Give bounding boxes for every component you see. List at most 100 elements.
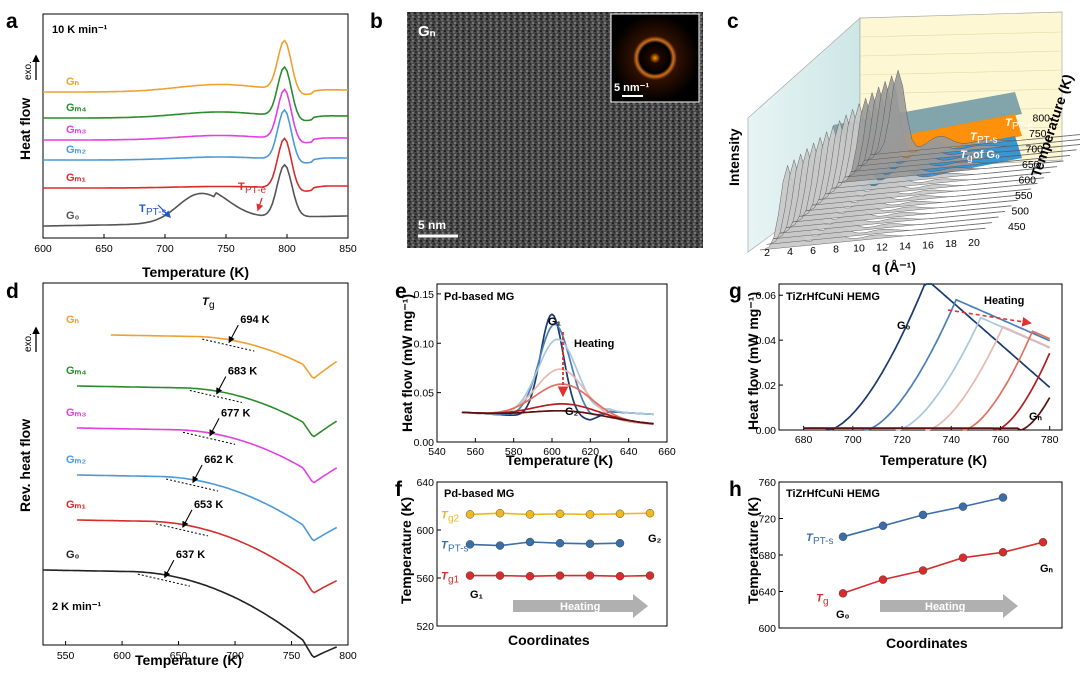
panel-g-start-label: G₀ (897, 320, 911, 332)
panel-label-a: a (6, 10, 18, 33)
panel-e-xtick-label: 540 (428, 446, 446, 458)
panel-h-ytick-label: 720 (758, 514, 776, 526)
panel-g-xtick-label: 700 (844, 434, 862, 446)
panel-c-tg-label: T g of G₀ (960, 149, 1000, 164)
panel-h-series-name-0: T (806, 532, 814, 544)
panel-d-tg-value-2: 677 K (221, 407, 250, 419)
panel-c-ztick-label: 500 (1012, 206, 1030, 218)
panel-f-ylabel: Temperature (K) (398, 497, 414, 604)
panel-a: a 10 K min⁻¹ exo. Heat flow Temperature … (6, 10, 357, 280)
panel-a-tpte-annotation: T PT-e (238, 181, 267, 212)
panel-e-xtick-label: 620 (582, 446, 600, 458)
panel-d-curve-1 (76, 385, 338, 438)
panel-h-title: TiZrHfCuNi HEMG (786, 488, 880, 500)
panel-f-point-0-1 (495, 509, 505, 518)
panel-d-tg-arrow-4 (182, 509, 193, 529)
panel-b: b Gₙ 5 nm⁻¹ 5 nm (370, 10, 703, 248)
panel-e-xlabel: Temperature (K) (506, 452, 613, 468)
panel-d-exo-label: exo. (23, 333, 34, 352)
panel-h-series-sub-0: PT-s (813, 536, 834, 547)
panel-h-point-1-2 (918, 566, 928, 575)
panel-d-xtick-label: 800 (339, 650, 357, 662)
panel-c-xtick-label: 20 (968, 237, 980, 249)
panel-e-ytick-label: 0.00 (414, 437, 435, 449)
panel-c-tpts-t: T (970, 131, 978, 143)
panel-label-f: f (395, 478, 403, 501)
panel-b-title: Gₙ (418, 23, 436, 40)
panel-c-ztick-label: 800 (1033, 113, 1051, 125)
panel-a-curve-3 (43, 108, 348, 164)
panel-d-tg-value-0: 694 K (240, 314, 269, 326)
panel-g: g TiZrHfCuNi HEMG Heat flow (mW mg⁻¹) Te… (729, 280, 1063, 468)
panel-c-tpte-t: T (1005, 117, 1013, 129)
panel-a-curve-4 (43, 137, 348, 192)
panel-g-xtick-label: 760 (992, 434, 1010, 446)
panel-c-ztick-label: 600 (1019, 175, 1037, 187)
panel-a-series-label-0: Gₙ (66, 76, 80, 88)
panel-d-tg-arrow-0 (228, 324, 239, 344)
panel-f-point-2-6 (645, 571, 655, 580)
panel-g-ytick-label: 0.00 (756, 425, 777, 437)
panel-a-exo-label: exo. (23, 61, 34, 80)
panel-f-heating-arrow (513, 594, 648, 618)
panel-label-d: d (6, 280, 19, 303)
panel-e-curve-2 (461, 338, 654, 416)
panel-e-ylabel: Heat flow (mW mg⁻¹) (399, 294, 415, 432)
panel-f-point-0-5 (615, 509, 625, 518)
panel-f-point-2-2 (525, 572, 535, 581)
panel-d-exo-indicator: exo. (23, 326, 40, 352)
panel-h-ytick-label: 680 (758, 550, 776, 562)
panel-d-tg-t: T (202, 296, 210, 308)
panel-c-tg-sub: g (967, 153, 973, 164)
panel-f-frame (436, 481, 668, 627)
panel-f-point-0-0 (465, 510, 475, 519)
panel-a-tpts-sub: PT-s (146, 207, 167, 218)
panel-c-ztick-label: 550 (1015, 190, 1033, 202)
panel-c-ztick-label: 650 (1022, 159, 1040, 171)
panel-label-b: b (370, 10, 383, 33)
panel-h-ytick-label: 640 (758, 587, 776, 599)
panel-f-ytick-label: 600 (416, 525, 434, 537)
panel-h-xlabel: Coordinates (886, 635, 968, 651)
panel-d-xtick-label: 650 (170, 650, 188, 662)
panel-h-point-1-5 (1038, 538, 1048, 547)
panel-g-ytick-label: 0.04 (756, 335, 777, 347)
panel-d-xtick-label: 700 (226, 650, 244, 662)
panel-e-xtick-label: 560 (467, 446, 485, 458)
panel-b-inset-scale-label: 5 nm⁻¹ (614, 82, 649, 94)
panel-label-c: c (727, 10, 739, 33)
panel-a-frame (42, 13, 349, 239)
panel-e-start-label: G₁ (548, 316, 562, 328)
panel-h-start-label: G₀ (836, 609, 850, 621)
panel-d-curve-3 (76, 474, 338, 542)
panel-f-xlabel: Coordinates (508, 632, 590, 648)
panel-g-curve-0 (803, 283, 1051, 431)
panel-c-ylabel: Intensity (726, 128, 742, 186)
panel-h-ytick-label: 600 (758, 623, 776, 635)
panel-d-curve-5 (43, 569, 337, 659)
panel-d-series-label-2: Gₘ₃ (66, 407, 87, 419)
panel-g-arrow-label: Heating (984, 295, 1024, 307)
panel-a-tpte-t: T (238, 181, 245, 193)
panel-label-e: e (395, 280, 407, 303)
panel-c-ridge-17 (870, 69, 1080, 156)
panel-h-point-1-3 (958, 553, 968, 562)
panel-f-point-2-4 (585, 571, 595, 580)
panel-b-scale-label: 5 nm (418, 218, 446, 232)
panel-label-h: h (729, 478, 742, 501)
panel-a-curve-2 (43, 88, 349, 144)
panel-d-tg-value-3: 662 K (204, 454, 233, 466)
panel-e-ytick-label: 0.15 (414, 289, 435, 301)
panel-h-point-0-3 (958, 502, 968, 511)
panel-d-tangent-1 (189, 389, 242, 403)
panel-g-ylabel: Heat flow (mW mg⁻¹) (745, 292, 761, 430)
panel-a-xtick-label: 650 (95, 243, 113, 255)
panel-h: h TiZrHfCuNi HEMG Temperature (K) Coordi… (729, 477, 1063, 651)
panel-f-series-name-1: T (441, 539, 449, 551)
panel-c-xtick-label: 6 (810, 245, 816, 257)
panel-c-xtick-label: 4 (787, 246, 793, 258)
panel-h-end-label: Gₙ (1040, 563, 1054, 575)
panel-d-series-label-5: G₀ (66, 549, 80, 561)
panel-h-point-1-4 (998, 548, 1008, 557)
